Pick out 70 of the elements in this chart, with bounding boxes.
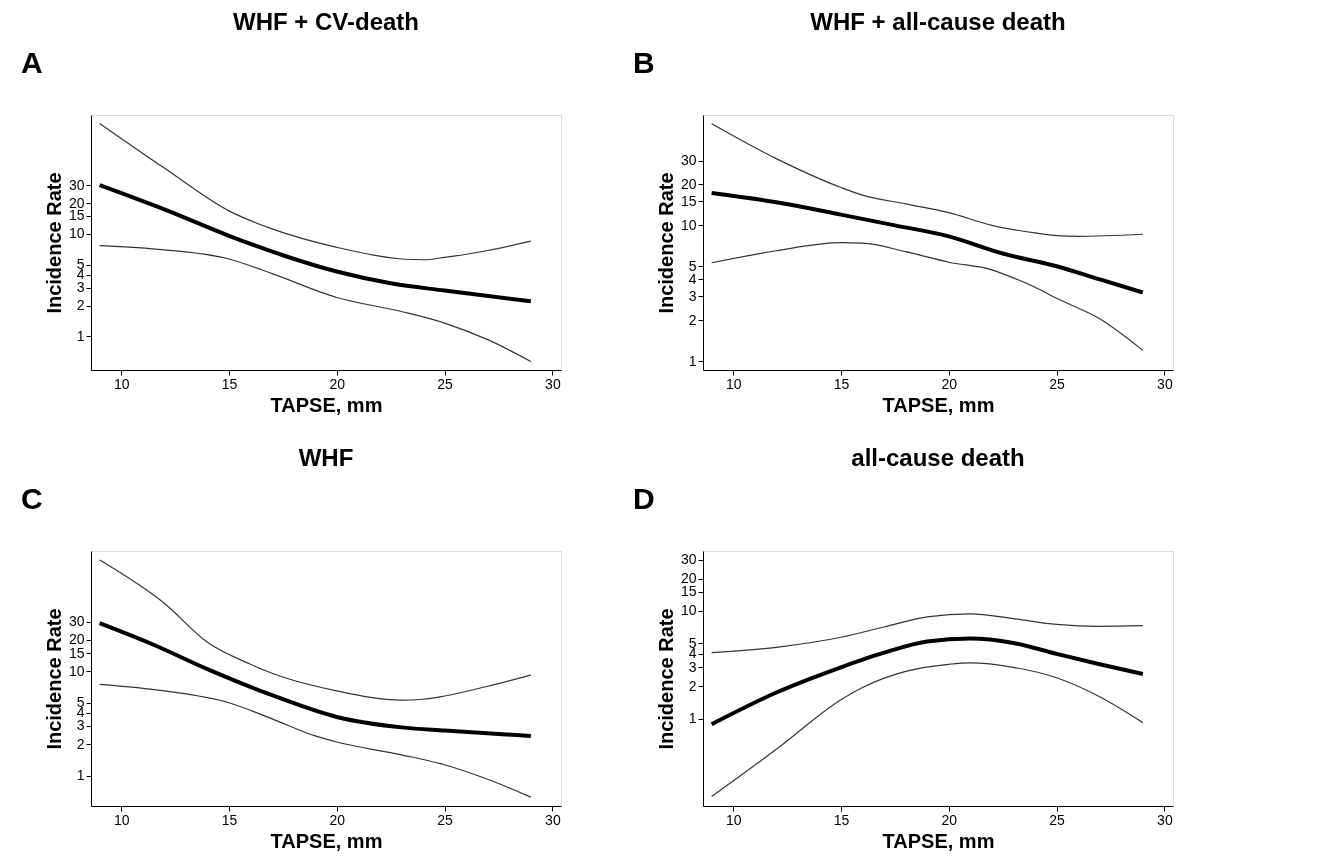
y-tick-label: 1 bbox=[688, 710, 697, 727]
line-series bbox=[97, 621, 533, 738]
x-tick-label: 10 bbox=[725, 375, 742, 392]
line-series bbox=[97, 183, 533, 304]
y-tick-label: 30 bbox=[68, 613, 85, 630]
x-tick-label: 15 bbox=[833, 375, 850, 392]
x-tick-label: 25 bbox=[1049, 811, 1066, 828]
y-tick-label: 2 bbox=[688, 311, 697, 328]
x-tick-label: 10 bbox=[725, 811, 742, 828]
line-series bbox=[711, 242, 1144, 351]
chart-title: WHF + all-cause death bbox=[810, 8, 1066, 35]
text: B bbox=[633, 46, 655, 79]
line-series bbox=[99, 122, 532, 261]
y-tick-label: 30 bbox=[68, 176, 85, 193]
y-tick-label: 3 bbox=[688, 287, 697, 304]
text: C bbox=[21, 482, 43, 515]
y-axis-title: Incidence Rate bbox=[42, 608, 65, 750]
y-tick-label: 20 bbox=[680, 175, 697, 192]
y-tick-label: 2 bbox=[688, 677, 697, 694]
y-axis-title: Incidence Rate bbox=[654, 172, 677, 314]
y-tick-label: 2 bbox=[76, 297, 85, 314]
chart-title: WHF bbox=[298, 444, 354, 471]
x-axis-title: TAPSE, mm bbox=[270, 393, 383, 416]
y-tick-label: 2 bbox=[76, 735, 85, 752]
x-tick-label: 30 bbox=[1157, 811, 1173, 828]
line-series bbox=[711, 662, 1144, 798]
x-tick-label: 30 bbox=[1157, 375, 1173, 392]
text: D bbox=[633, 482, 655, 515]
y-tick-label: 10 bbox=[680, 216, 697, 233]
y-tick-label: 30 bbox=[680, 152, 697, 169]
x-tick-label: 25 bbox=[437, 375, 454, 392]
line-series bbox=[99, 245, 532, 363]
y-tick-label: 3 bbox=[76, 717, 85, 734]
x-axis-title: TAPSE, mm bbox=[882, 829, 995, 852]
y-tick-label: 10 bbox=[680, 602, 697, 619]
x-tick-label: 20 bbox=[941, 811, 958, 828]
y-tick-label: 10 bbox=[68, 662, 85, 679]
y-axis-title: Incidence Rate bbox=[654, 608, 677, 750]
y-tick-label: 3 bbox=[688, 658, 697, 675]
x-tick-label: 25 bbox=[437, 811, 454, 828]
chart-title: all-cause death bbox=[851, 444, 1025, 471]
line-series bbox=[711, 123, 1144, 237]
line-series bbox=[99, 683, 532, 798]
y-axis-title: Incidence Rate bbox=[42, 172, 65, 314]
x-tick-label: 30 bbox=[545, 811, 561, 828]
x-axis-title: TAPSE, mm bbox=[882, 393, 995, 416]
y-tick-label: 3 bbox=[76, 279, 85, 296]
line-series bbox=[709, 636, 1145, 727]
y-tick-label: 1 bbox=[76, 327, 85, 344]
x-tick-label: 15 bbox=[221, 811, 238, 828]
x-tick-label: 10 bbox=[113, 375, 130, 392]
text: A bbox=[21, 46, 43, 79]
x-tick-label: 25 bbox=[1049, 375, 1066, 392]
chart-title: WHF + CV-death bbox=[232, 8, 420, 35]
x-tick-label: 20 bbox=[329, 811, 346, 828]
y-tick-label: 30 bbox=[680, 551, 697, 568]
x-tick-label: 15 bbox=[833, 811, 850, 828]
line-series bbox=[709, 191, 1145, 295]
x-tick-label: 30 bbox=[545, 375, 561, 392]
line-series bbox=[99, 559, 532, 701]
x-axis-title: TAPSE, mm bbox=[270, 829, 383, 852]
y-tick-label: 10 bbox=[68, 225, 85, 242]
line-series bbox=[711, 613, 1144, 654]
x-tick-label: 20 bbox=[329, 375, 346, 392]
y-tick-label: 1 bbox=[76, 767, 85, 784]
x-tick-label: 20 bbox=[941, 375, 958, 392]
x-tick-label: 15 bbox=[221, 375, 238, 392]
x-tick-label: 10 bbox=[113, 811, 130, 828]
y-tick-label: 1 bbox=[688, 352, 697, 369]
y-tick-label: 15 bbox=[680, 192, 697, 209]
